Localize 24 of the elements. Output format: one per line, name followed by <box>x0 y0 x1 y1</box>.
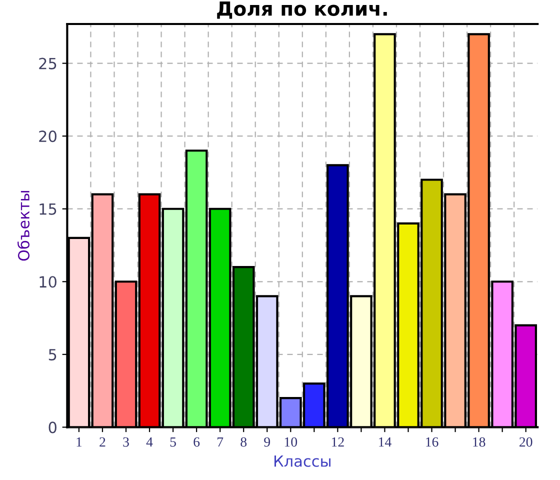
x-tick-label: 14 <box>378 437 392 447</box>
y-tick-label: 0 <box>48 422 56 434</box>
x-tick-label: 4 <box>146 437 153 447</box>
y-tick-label: 20 <box>39 130 56 142</box>
x-tick-label: 16 <box>426 437 438 447</box>
y-tick-label: 15 <box>40 204 56 215</box>
x-tick-label: 5 <box>170 437 176 447</box>
x-tick-label: 9 <box>264 437 270 447</box>
x-tick-label: 12 <box>332 437 344 447</box>
x-tick-label: 2 <box>100 437 106 447</box>
y-tick-label: 10 <box>40 276 56 288</box>
x-tick-label: 1 <box>76 437 82 447</box>
x-axis-title: Классы <box>274 456 330 467</box>
x-tick-label: 8 <box>240 437 247 447</box>
y-tick-label: 25 <box>39 58 56 70</box>
x-tick-label: 18 <box>473 437 486 447</box>
x-tick-label: 3 <box>123 437 129 447</box>
x-tick-label: 6 <box>194 437 200 447</box>
x-tick-label: 7 <box>218 437 224 447</box>
x-tick-label: 20 <box>520 437 532 447</box>
y-axis-title: Объекты <box>17 191 30 261</box>
x-tick-label: 10 <box>284 437 298 447</box>
chart-title: Доля по колич. <box>217 1 387 19</box>
y-tick-label: 5 <box>48 349 56 360</box>
